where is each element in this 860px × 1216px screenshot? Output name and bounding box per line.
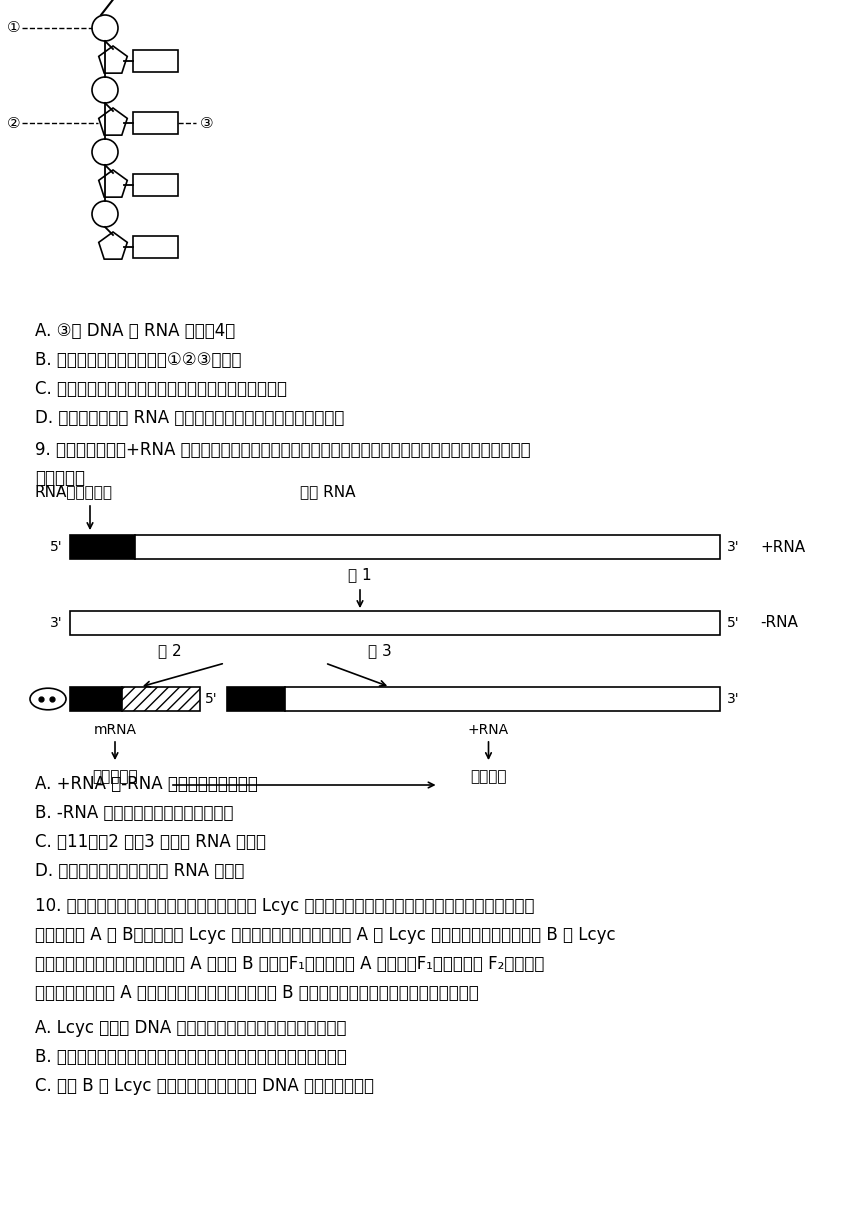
- Text: 3': 3': [727, 692, 740, 706]
- Text: 是（　　）: 是（ ）: [35, 469, 85, 486]
- Bar: [135, 535, 720, 559]
- Text: B. 核酸的基本组成单位是由①②③组成的: B. 核酸的基本组成单位是由①②③组成的: [35, 351, 242, 368]
- Text: 10. 柳穿鱼是一种园林花卉，其花的形态结构与 Lcyc 基因的表达直接相关。现有两栮花的形态结构不同的: 10. 柳穿鱼是一种园林花卉，其花的形态结构与 Lcyc 基因的表达直接相关。现…: [35, 897, 535, 914]
- Bar: [70, 687, 122, 711]
- Text: 酶 2: 酶 2: [158, 643, 181, 658]
- Circle shape: [92, 77, 118, 103]
- Text: 5': 5': [205, 692, 218, 706]
- Circle shape: [92, 201, 118, 227]
- Text: B. -RNA 能与核糖体结合完成翻译过程: B. -RNA 能与核糖体结合完成翻译过程: [35, 804, 234, 822]
- Text: 酶 1: 酶 1: [348, 567, 372, 582]
- Text: A. +RNA 和-RNA 携带的遗传信息相同: A. +RNA 和-RNA 携带的遗传信息相同: [35, 775, 258, 793]
- Circle shape: [92, 139, 118, 165]
- Text: 9. 新型冠状病毒是+RNA 病毒。下图为新型冠状病毒侵入宿主细胞后增殖过程的示意图。有关叙述正确的: 9. 新型冠状病毒是+RNA 病毒。下图为新型冠状病毒侵入宿主细胞后增殖过程的示…: [35, 441, 531, 458]
- Text: 分植株的花与植株 A 的相似，少部分植株的花与植株 B 的相似。下列相关说法错误的是（　　）: 分植株的花与植株 A 的相似，少部分植株的花与植株 B 的相似。下列相关说法错误…: [35, 984, 479, 1002]
- Polygon shape: [99, 170, 127, 197]
- Text: A. Lcyc 基因的 DNA 甲基化修饰可能阻碍了基因的转录过程: A. Lcyc 基因的 DNA 甲基化修饰可能阻碍了基因的转录过程: [35, 1019, 347, 1037]
- Text: 基因由于甲基化修饰不表达。植株 A 与植株 B 杂交，F₁的花与植株 A 的相似，F₁自交产生的 F₂中绝大部: 基因由于甲基化修饰不表达。植株 A 与植株 B 杂交，F₁的花与植株 A 的相似…: [35, 955, 544, 973]
- Text: ①: ①: [6, 21, 20, 35]
- Bar: [133, 50, 178, 72]
- Text: 柳穿鱼植株 A 和 B，它们体内 Lcyc 基因的序列相同，只是植株 A 的 Lcyc 基因在开花时表达，植株 B 的 Lcyc: 柳穿鱼植株 A 和 B，它们体内 Lcyc 基因的序列相同，只是植株 A 的 L…: [35, 927, 616, 944]
- Text: 病毒 RNA: 病毒 RNA: [300, 484, 355, 499]
- Text: 5': 5': [51, 540, 63, 554]
- Bar: [285, 687, 720, 711]
- Text: 酶 3: 酶 3: [368, 643, 392, 658]
- Text: C. 植株 B 的 Lcyc 基因突变的原因可能是 DNA 甲基化水平升高: C. 植株 B 的 Lcyc 基因突变的原因可能是 DNA 甲基化水平升高: [35, 1077, 374, 1094]
- Text: D. 烟草花叶病毒的 RNA 复制时需要烟草细胞提供模板、能量等: D. 烟草花叶病毒的 RNA 复制时需要烟草细胞提供模板、能量等: [35, 409, 344, 427]
- Bar: [133, 236, 178, 258]
- Text: C. 两种遗传物质在复制时遗循的煸基配对情况有所区别: C. 两种遗传物质在复制时遗循的煸基配对情况有所区别: [35, 379, 287, 398]
- Text: A. ③在 DNA 或 RNA 中均有4种: A. ③在 DNA 或 RNA 中均有4种: [35, 322, 236, 340]
- Text: 多种蛋白质: 多种蛋白质: [92, 769, 138, 784]
- Circle shape: [92, 15, 118, 41]
- Text: ③: ③: [200, 116, 213, 130]
- Text: -RNA: -RNA: [760, 615, 798, 631]
- Text: 5': 5': [727, 617, 740, 630]
- Text: ②: ②: [6, 116, 20, 130]
- Polygon shape: [99, 232, 127, 259]
- Text: 子代病毒: 子代病毒: [470, 769, 507, 784]
- Polygon shape: [99, 108, 127, 135]
- Bar: [133, 174, 178, 196]
- Bar: [70, 535, 135, 559]
- Text: C. 酡11、酡2 和酡3 都属于 RNA 聚合酯: C. 酡11、酡2 和酡3 都属于 RNA 聚合酯: [35, 833, 266, 851]
- Bar: [227, 687, 285, 711]
- Bar: [133, 112, 178, 134]
- Text: D. 该病毒在细胞外可以完成 RNA 的复制: D. 该病毒在细胞外可以完成 RNA 的复制: [35, 862, 244, 880]
- Ellipse shape: [30, 688, 66, 710]
- Bar: [122, 687, 200, 711]
- Text: 3': 3': [727, 540, 740, 554]
- Bar: [70, 610, 720, 635]
- Polygon shape: [99, 46, 127, 73]
- Text: 3': 3': [51, 617, 63, 630]
- Text: +RNA: +RNA: [468, 724, 509, 737]
- Text: mRNA: mRNA: [94, 724, 137, 737]
- Text: RNA复制酶基因: RNA复制酶基因: [35, 484, 113, 499]
- Text: +RNA: +RNA: [760, 540, 805, 554]
- Text: B. 同卵双胞胎所具有的微小差异也可能与相关基因的甲基化修饰有关: B. 同卵双胞胎所具有的微小差异也可能与相关基因的甲基化修饰有关: [35, 1048, 347, 1066]
